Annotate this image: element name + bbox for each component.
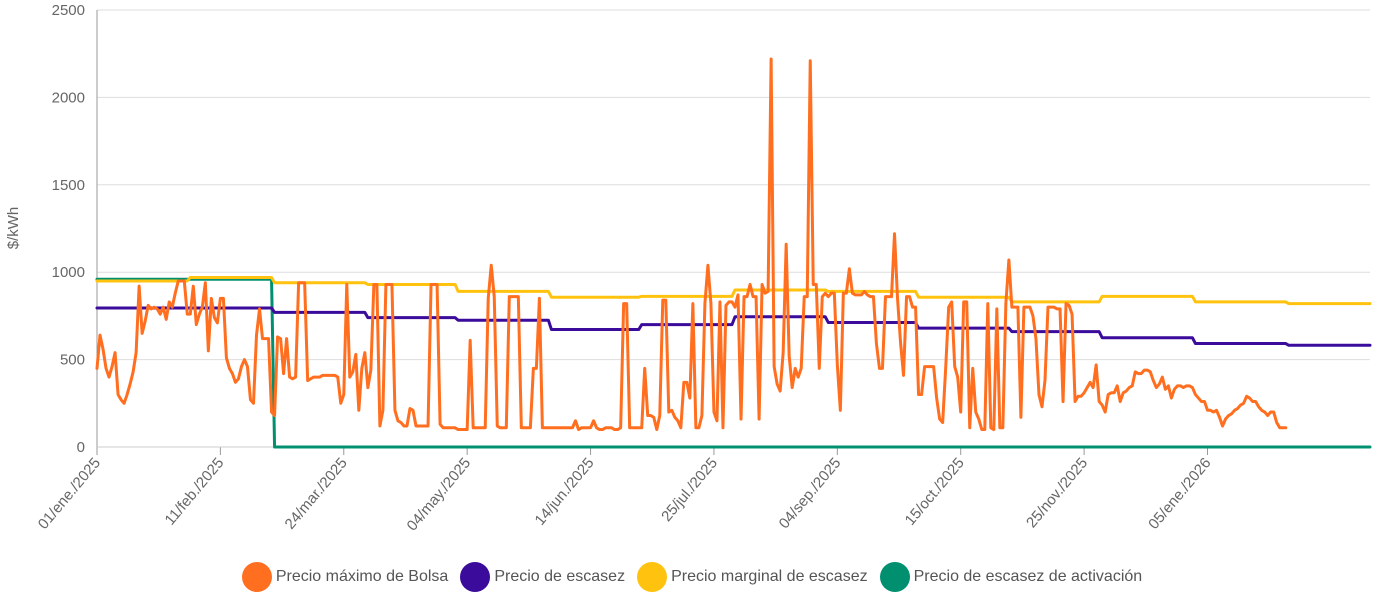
series-line-1[interactable] bbox=[95, 57, 1288, 432]
legend-swatch-circle-icon bbox=[879, 562, 910, 592]
line-chart: 0 500 1000 1500 2000 2500 01/ene./2025 11/feb.… bbox=[5, 2, 1372, 535]
x-axis: 01/ene./2025 11/feb./2025 24/mar./2025 04/m… bbox=[35, 446, 1370, 535]
legend-label: Precio de escasez bbox=[494, 568, 626, 585]
x-tick-label: 11/feb./2025 bbox=[162, 455, 228, 529]
y-axis: 0 500 1000 1500 2000 2500 bbox=[52, 2, 98, 456]
legend-swatch-circle-icon bbox=[637, 562, 668, 592]
legend-swatch-circle-icon bbox=[241, 562, 272, 592]
y-tick-label: 2000 bbox=[52, 89, 85, 106]
legend-label: Precio máximo de Bolsa bbox=[275, 568, 449, 585]
legend-label: Precio marginal de escasez bbox=[671, 568, 868, 585]
legend-item-2[interactable]: Precio de escasez bbox=[460, 562, 625, 592]
x-tick-label: 01/ene./2025 bbox=[35, 455, 104, 533]
y-tick-label: 500 bbox=[60, 352, 85, 369]
x-tick-label: 14/jun./2025 bbox=[532, 455, 598, 529]
grid-layer bbox=[97, 9, 1370, 448]
legend-label: Precio de escasez de activación bbox=[913, 568, 1143, 585]
series-line-3[interactable] bbox=[95, 275, 1372, 306]
y-tick-label: 0 bbox=[77, 439, 85, 456]
y-axis-label: $/kWh bbox=[5, 207, 22, 250]
x-tick-label: 25/jul./2025 bbox=[658, 455, 721, 525]
legend-swatch-circle-icon bbox=[460, 562, 491, 592]
x-tick-label: 15/oct./2025 bbox=[902, 455, 968, 529]
legend-item-1[interactable]: Precio máximo de Bolsa bbox=[241, 562, 449, 592]
series-layer bbox=[95, 57, 1372, 449]
x-tick-label: 04/may./2025 bbox=[403, 455, 474, 535]
y-tick-label: 1000 bbox=[52, 264, 85, 281]
legend-item-4[interactable]: Precio de escasez de activación bbox=[879, 562, 1143, 592]
legend: Precio máximo de Bolsa Precio de escasez P… bbox=[0, 560, 1384, 594]
y-tick-label: 1500 bbox=[52, 177, 85, 194]
x-tick-label: 25/nov./2025 bbox=[1023, 455, 1091, 532]
x-tick-label: 24/mar./2025 bbox=[282, 455, 351, 533]
x-tick-label: 04/sep./2025 bbox=[776, 455, 845, 532]
y-tick-label: 2500 bbox=[52, 2, 85, 19]
series-line-2[interactable] bbox=[95, 306, 1372, 347]
legend-item-3[interactable]: Precio marginal de escasez bbox=[637, 562, 868, 592]
x-tick-label: 05/ene./2026 bbox=[1145, 455, 1214, 533]
series-line-4[interactable] bbox=[95, 277, 1372, 449]
